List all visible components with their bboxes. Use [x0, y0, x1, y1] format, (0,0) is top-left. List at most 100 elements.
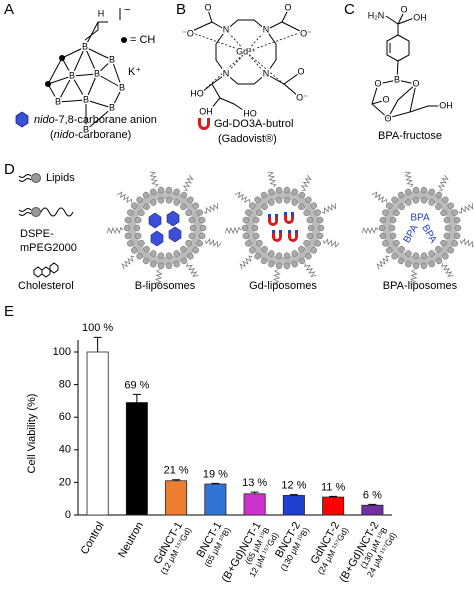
lipid-head [173, 188, 180, 196]
lipid-head [316, 232, 324, 240]
category-label: BNCT-2(130 μM ¹⁰B) [273, 520, 311, 573]
lipid-head [420, 252, 428, 259]
lipid-head [451, 240, 458, 247]
error-bar [368, 503, 377, 506]
bar [282, 495, 305, 516]
lipid-head [252, 232, 260, 240]
y-tick-label: 0 [65, 509, 71, 521]
lipid-head [256, 239, 263, 247]
atom: B [394, 74, 400, 84]
lipid-head [382, 209, 389, 216]
lipid-head [405, 199, 412, 206]
category-label: BNCT-1(65 μM ¹⁰B) [195, 520, 233, 569]
magnet-pole [295, 230, 298, 233]
lipid-head [242, 232, 250, 240]
liposome-label: B-liposomes [135, 280, 196, 292]
peg-chain [322, 238, 340, 248]
value-label: 6 % [363, 489, 382, 501]
atom: B [94, 68, 100, 78]
bond [61, 57, 73, 77]
lipid-head [173, 250, 180, 257]
lipid-head [157, 186, 165, 194]
lipid-head [138, 209, 145, 217]
lipid-head [136, 196, 143, 204]
lipid-head [435, 257, 443, 265]
lipid-head [196, 209, 203, 216]
magnet-pole [291, 212, 294, 215]
lipid-head [443, 232, 451, 240]
y-tick-label: 80 [59, 379, 71, 391]
lipid-head [379, 232, 387, 240]
peg-chain [267, 171, 277, 188]
atom: B [109, 102, 115, 112]
magnet-icon [198, 118, 210, 130]
y-axis-label: Cell Viability (%) [26, 394, 38, 474]
lipid-head [447, 202, 454, 209]
lipid-head [435, 245, 442, 253]
caption: (Gadovist®) [218, 133, 277, 145]
panel-label: D [4, 161, 15, 178]
bond [71, 46, 86, 77]
bond [71, 75, 87, 101]
bond [57, 75, 73, 103]
bpa-label: BPA [410, 213, 430, 224]
lipid-head [412, 186, 420, 194]
lipid-head [298, 203, 305, 211]
bond [61, 46, 86, 59]
lipid-head [317, 224, 325, 232]
lipid-head [303, 239, 310, 247]
caption: nido-7,8-carborane anion [34, 114, 157, 126]
legend-text: mPEG2000 [20, 242, 77, 254]
gadovist-structure [189, 9, 303, 130]
atom: O [384, 113, 391, 123]
error-bar [250, 491, 259, 494]
bar [204, 483, 227, 516]
lipid-head [398, 245, 405, 253]
lipid-head [254, 252, 261, 260]
lipid-head [298, 257, 306, 265]
lipid-head [453, 232, 461, 240]
lipid-head [283, 197, 291, 204]
peg-chain [404, 171, 414, 188]
bond [111, 87, 123, 109]
bond [96, 59, 113, 75]
panel-label: C [344, 1, 355, 18]
value-label: 69 % [124, 379, 149, 391]
bond [84, 46, 113, 61]
peg-chain [304, 263, 317, 277]
peg-chain [121, 255, 135, 270]
lipid-head [142, 257, 150, 265]
lipid-head [412, 252, 420, 259]
peg-chain [203, 203, 219, 214]
lipid-head [291, 188, 298, 196]
legend-icons [18, 173, 74, 278]
magnet-icon [284, 214, 294, 224]
lipid-head [256, 209, 263, 217]
lipid-head [386, 247, 393, 254]
magnet-icon [268, 216, 278, 226]
lipid-head [187, 196, 194, 204]
lipid-head [428, 199, 435, 206]
lipid-head [398, 203, 405, 211]
lipid-head [405, 260, 412, 268]
lipid-head [291, 199, 298, 206]
lipid-head [127, 209, 134, 216]
atom: HO [190, 88, 204, 98]
ch-key: = CH [130, 34, 155, 46]
bar [125, 402, 148, 516]
lipid-head [305, 196, 312, 204]
peg-chain [224, 226, 242, 235]
charge: − [124, 4, 130, 16]
lipid-head [142, 191, 150, 199]
bond [47, 75, 73, 85]
peg-chain [459, 238, 474, 248]
value-label: 11 % [321, 481, 345, 493]
lipid-head [314, 240, 321, 247]
error-bar [93, 336, 102, 352]
panel-label: A [4, 1, 14, 18]
value-label: 13 % [242, 477, 267, 489]
atom: O⁻ [300, 28, 312, 38]
lipid-head [173, 260, 180, 268]
